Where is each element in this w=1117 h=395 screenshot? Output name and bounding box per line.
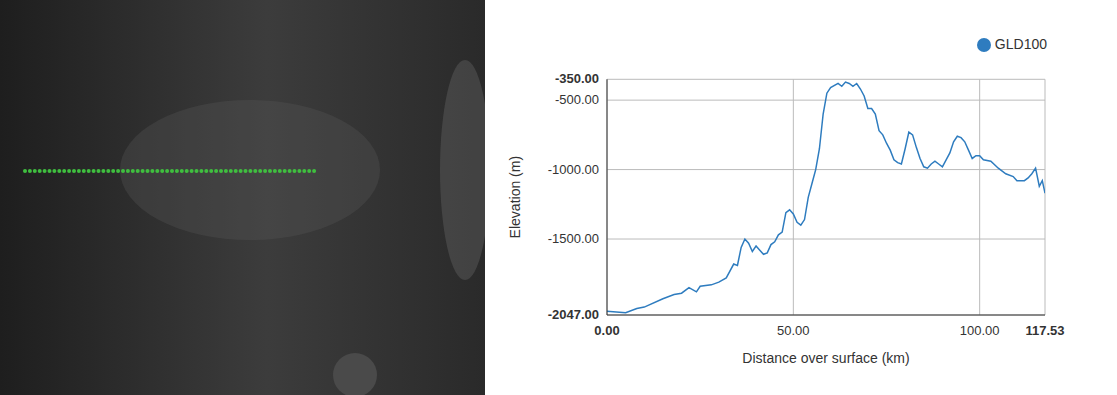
svg-text:Elevation (m): Elevation (m) — [507, 156, 523, 238]
svg-text:-350.00: -350.00 — [555, 71, 599, 86]
svg-text:100.00: 100.00 — [960, 323, 1000, 338]
html-text:GLD100: GLD100 — [994, 36, 1047, 52]
svg-text:50.00: 50.00 — [777, 323, 810, 338]
svg-text:0.00: 0.00 — [594, 323, 619, 338]
svg-text:-1500.00: -1500.00 — [548, 231, 599, 246]
svg-text:117.53: 117.53 — [1025, 323, 1064, 338]
svg-text:-2047.00: -2047.00 — [548, 307, 599, 322]
svg-text:-500.00: -500.00 — [555, 92, 599, 107]
svg-text:Distance over surface (km): Distance over surface (km) — [742, 350, 909, 366]
svg-text:-1000.00: -1000.00 — [548, 162, 599, 177]
